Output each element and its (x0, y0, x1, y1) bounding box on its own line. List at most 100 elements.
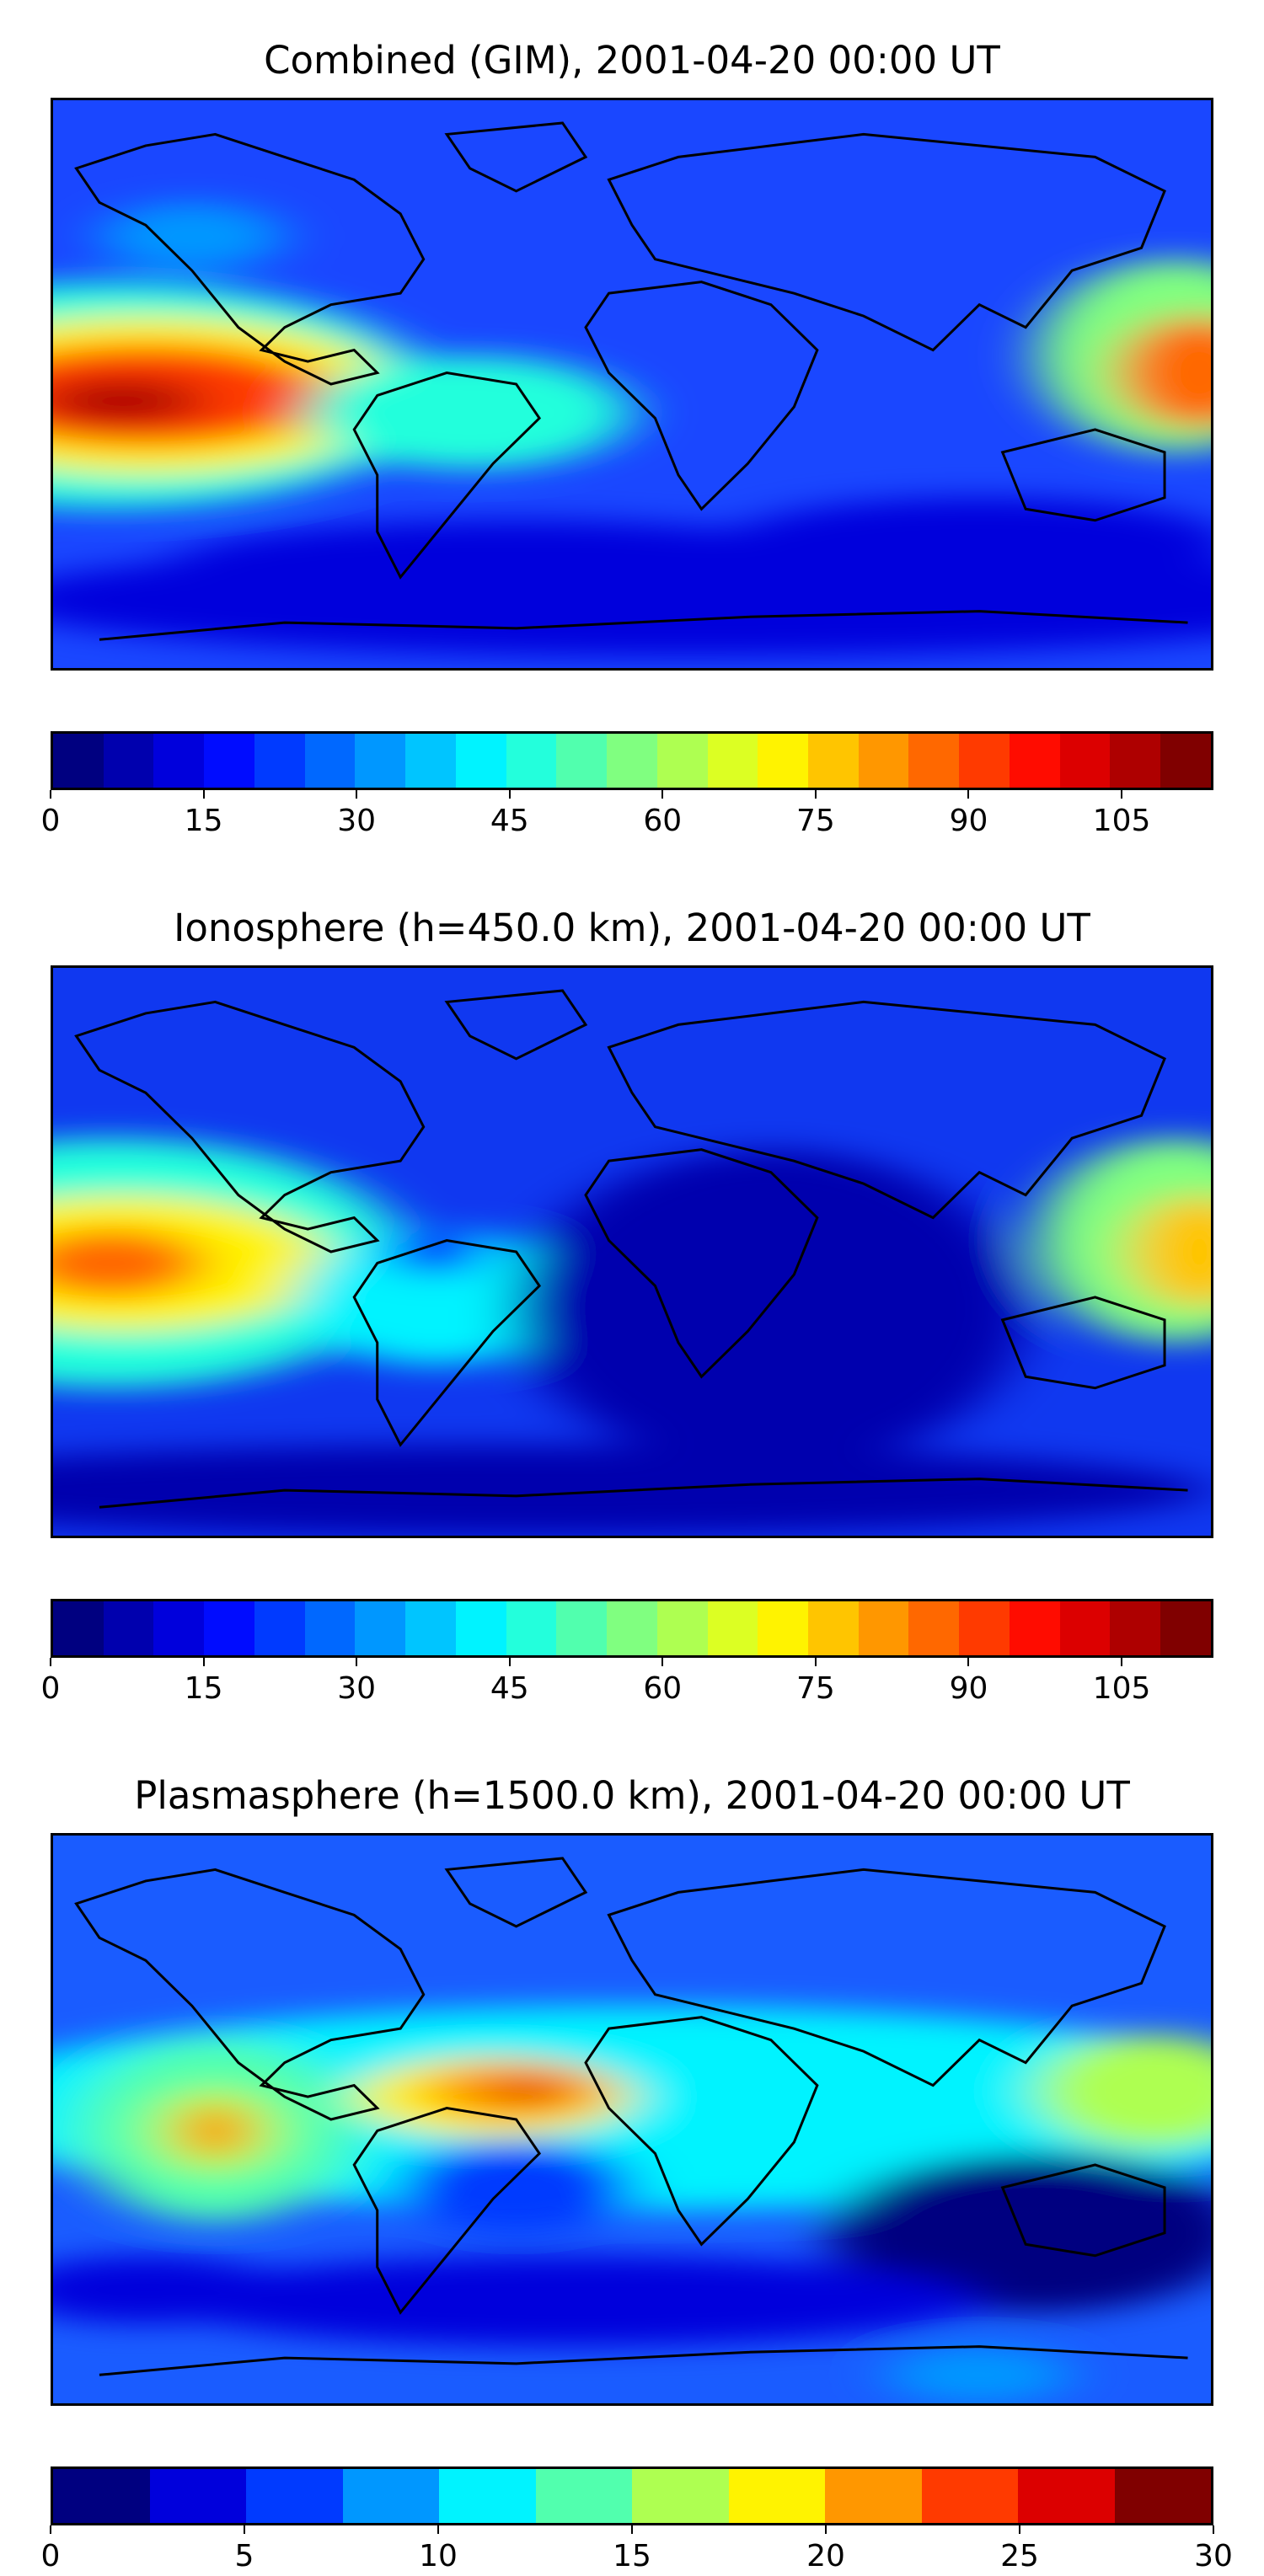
colorbar-tick (967, 790, 970, 799)
panel-1-colorbar-ticks: 0 15 30 45 60 75 90 105 (41, 790, 1213, 841)
colorbar-tick-label: 5 (234, 2539, 254, 2573)
coastline (609, 134, 1165, 350)
panel-2-coastlines (76, 991, 1187, 1507)
panel-3-map (51, 1833, 1213, 2406)
colorbar-tick (508, 1658, 511, 1666)
colorbar-level (556, 734, 608, 788)
coastline (586, 282, 817, 510)
colorbar-level (959, 734, 1010, 788)
colorbar-level (405, 1601, 456, 1655)
coastline (76, 1002, 423, 1252)
panel-3-colorbar-ticks: 0 5 10 15 20 25 30 (41, 2525, 1233, 2576)
coastline (99, 2347, 1188, 2376)
colorbar-level (1009, 734, 1060, 788)
colorbar-level (355, 1601, 406, 1655)
colorbar-level (808, 1601, 859, 1655)
map-contour-region (886, 2346, 1073, 2403)
colorbar-tick-label: 15 (184, 804, 223, 838)
colorbar-tick (356, 1658, 358, 1666)
colorbar-tick (814, 790, 817, 799)
map-contour-region (296, 1229, 575, 1365)
colorbar-tick-label: 25 (1000, 2539, 1039, 2573)
colorbar-level (1110, 734, 1161, 788)
panel-2-colorbar (51, 1599, 1213, 1658)
colorbar-level (858, 1601, 909, 1655)
colorbar-level (728, 2469, 825, 2523)
colorbar-level (103, 734, 154, 788)
coastline (99, 612, 1188, 640)
colorbar-tick (50, 1658, 51, 1666)
map-contour-region (400, 2141, 632, 2233)
coastline (447, 991, 586, 1059)
colorbar-level (204, 734, 254, 788)
map-contour-region (493, 2079, 563, 2103)
colorbar-level (707, 734, 758, 788)
colorbar-level (908, 1601, 960, 1655)
map-contour-region (53, 542, 1211, 657)
coastline (76, 134, 423, 384)
colorbar-tick-label: 0 (40, 1671, 61, 1706)
colorbar-level (607, 1601, 657, 1655)
colorbar-tick-label: 30 (337, 1671, 377, 1706)
colorbar-tick-label: 45 (490, 804, 529, 838)
colorbar-tick-label: 60 (643, 804, 683, 838)
colorbar-tick-label: 0 (40, 2539, 61, 2573)
coastline (1003, 1297, 1165, 1388)
colorbar-level (153, 734, 205, 788)
panel-1-colorbar (51, 731, 1213, 790)
colorbar-level (1059, 1601, 1111, 1655)
coastline (76, 1869, 423, 2119)
panel-2-colorbar-ticks: 0 15 30 45 60 75 90 105 (41, 1658, 1213, 1708)
colorbar-tick-label: 0 (40, 804, 61, 838)
colorbar-tick-label: 90 (949, 804, 988, 838)
colorbar-tick-label: 30 (1194, 2539, 1233, 2573)
coastline (99, 1479, 1188, 1508)
colorbar-level (53, 734, 104, 788)
colorbar-tick (202, 790, 205, 799)
colorbar-level (959, 1601, 1010, 1655)
colorbar-tick-label: 60 (643, 1671, 683, 1706)
colorbar-level (607, 734, 657, 788)
colorbar-level (53, 2469, 150, 2523)
colorbar-level (1160, 1601, 1211, 1655)
colorbar-level (1018, 2469, 1115, 2523)
colorbar-tick (1121, 1658, 1123, 1666)
colorbar-level (149, 2469, 246, 2523)
colorbar-level (632, 2469, 729, 2523)
colorbar-level (1059, 734, 1111, 788)
colorbar-tick (1121, 790, 1123, 799)
colorbar-level (656, 734, 708, 788)
colorbar-level (204, 1601, 254, 1655)
panel-2-map-plot (53, 968, 1211, 1536)
map-contour-region (1129, 1194, 1211, 1309)
colorbar-level (342, 2469, 439, 2523)
colorbar-level (808, 734, 859, 788)
colorbar-level (405, 734, 456, 788)
coastline (354, 1241, 539, 1446)
colorbar-level (355, 734, 406, 788)
colorbar-level (153, 1601, 205, 1655)
colorbar-tick (661, 790, 664, 799)
colorbar-tick-label: 105 (1092, 804, 1151, 838)
colorbar-level (758, 1601, 809, 1655)
colorbar-tick-label: 90 (949, 1671, 988, 1706)
coastline (586, 1150, 817, 1377)
colorbar-level (439, 2469, 536, 2523)
panel-3-title: Plasmasphere (h=1500.0 km), 2001-04-20 0… (134, 1773, 1130, 1818)
colorbar-level (506, 1601, 557, 1655)
panel-2-title: Ionosphere (h=450.0 km), 2001-04-20 00:0… (174, 906, 1090, 950)
coastline (354, 373, 539, 578)
colorbar-tick-label: 105 (1092, 1671, 1151, 1706)
colorbar-tick-label: 45 (490, 1671, 529, 1706)
colorbar-level (246, 2469, 343, 2523)
colorbar-level (103, 1601, 154, 1655)
colorbar-level (707, 1601, 758, 1655)
panel-1-map (51, 98, 1213, 671)
colorbar-tick (967, 1658, 970, 1666)
colorbar-tick-label: 75 (795, 1671, 835, 1706)
panel-1-coastlines (76, 123, 1187, 639)
colorbar-tick-label: 15 (184, 1671, 223, 1706)
colorbar-tick-label: 30 (337, 804, 377, 838)
map-contour-region (180, 2102, 250, 2160)
colorbar-tick (356, 790, 358, 799)
